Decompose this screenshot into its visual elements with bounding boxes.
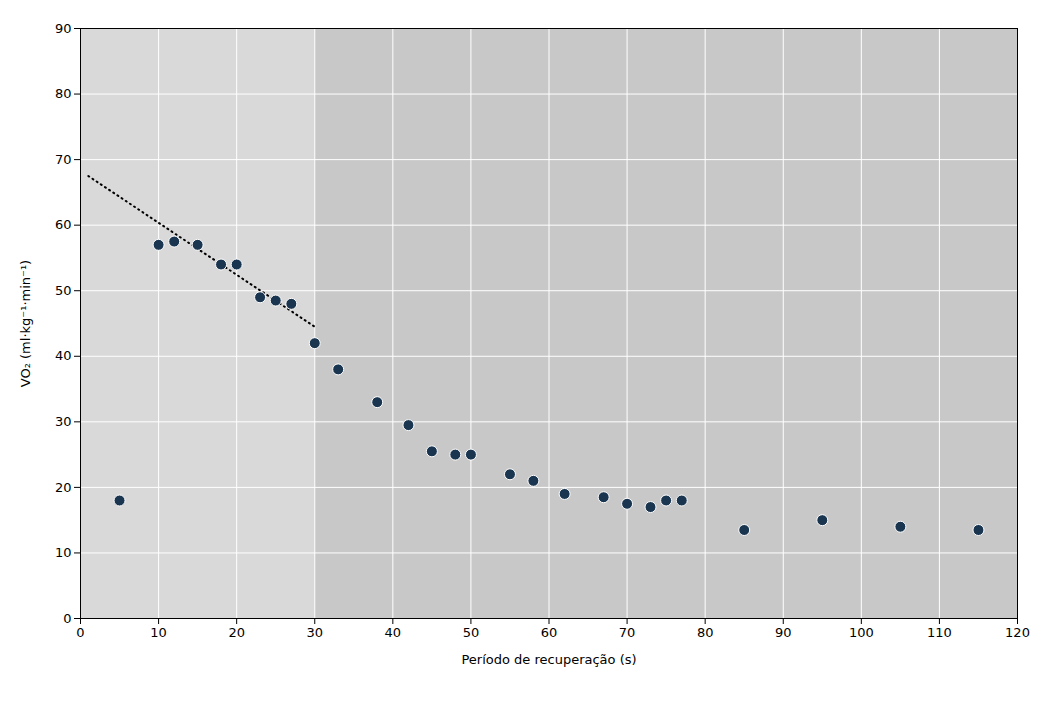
svg-text:10: 10 — [55, 545, 72, 560]
svg-text:20: 20 — [228, 625, 245, 640]
svg-text:70: 70 — [619, 625, 636, 640]
svg-text:0: 0 — [63, 611, 71, 626]
svg-text:Período de recuperação (s): Período de recuperação (s) — [461, 652, 636, 667]
svg-text:VO₂ (ml·kg⁻¹·min⁻¹): VO₂ (ml·kg⁻¹·min⁻¹) — [18, 260, 33, 387]
svg-text:110: 110 — [927, 625, 952, 640]
svg-text:0: 0 — [76, 625, 84, 640]
svg-text:30: 30 — [306, 625, 323, 640]
svg-text:90: 90 — [775, 625, 792, 640]
svg-text:90: 90 — [55, 21, 72, 36]
svg-text:60: 60 — [541, 625, 558, 640]
svg-text:30: 30 — [55, 414, 72, 429]
svg-text:120: 120 — [1005, 625, 1030, 640]
svg-text:100: 100 — [849, 625, 874, 640]
svg-text:10: 10 — [150, 625, 167, 640]
svg-text:40: 40 — [385, 625, 402, 640]
svg-text:40: 40 — [55, 348, 72, 363]
svg-text:70: 70 — [55, 152, 72, 167]
svg-text:80: 80 — [55, 86, 72, 101]
svg-text:50: 50 — [55, 283, 72, 298]
svg-text:50: 50 — [463, 625, 480, 640]
svg-text:80: 80 — [697, 625, 714, 640]
svg-text:60: 60 — [55, 217, 72, 232]
svg-text:20: 20 — [55, 480, 72, 495]
